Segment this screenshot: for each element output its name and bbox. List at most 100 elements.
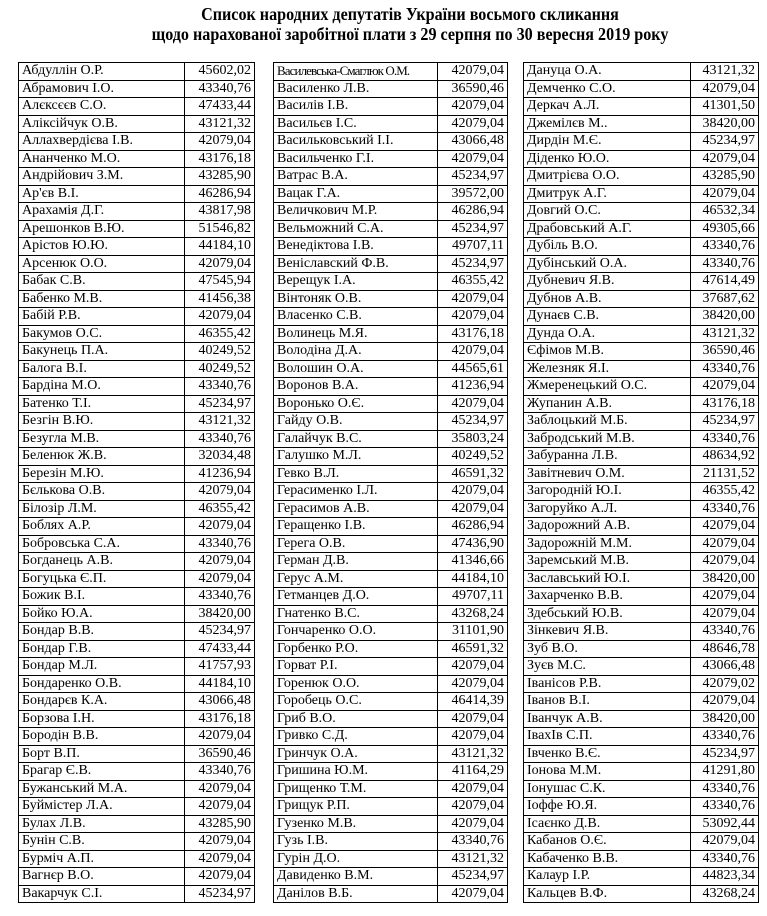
deputy-name: Герасимов А.В. <box>273 499 438 518</box>
salary-amount: 47433,44 <box>184 97 255 116</box>
table-row: Дануца О.А. 43121,32 <box>523 62 759 81</box>
deputy-name: ІвахІв С.П. <box>523 727 691 746</box>
salary-amount: 46532,34 <box>690 202 759 221</box>
salary-amount: 43066,48 <box>437 132 508 151</box>
salary-amount: 48646,78 <box>690 639 759 658</box>
table-row: Герасимов А.В. 42079,04 <box>273 499 508 518</box>
table-row: Гринчук О.А. 43121,32 <box>273 744 508 763</box>
table-row: Єфімов М.В. 36590,46 <box>523 342 759 361</box>
salary-amount: 42079,04 <box>437 149 508 168</box>
salary-amount: 43268,24 <box>690 884 759 903</box>
salary-amount: 45234,97 <box>184 622 255 641</box>
deputy-name: Дубневич Я.В. <box>523 272 691 291</box>
deputy-name: Гришина Ю.М. <box>273 762 438 781</box>
table-row: Герман Д.В. 41346,66 <box>273 552 508 571</box>
salary-amount: 43340,76 <box>690 849 759 868</box>
table-row: Арахамія Д.Г. 43817,98 <box>18 202 255 221</box>
table-row: Жупанин А.В. 43176,18 <box>523 394 759 413</box>
table-row: Зінкевич Я.В. 43340,76 <box>523 622 759 641</box>
table-row: Аліксійчук О.В. 43121,32 <box>18 114 255 133</box>
table-row: Андрійович З.М. 43285,90 <box>18 167 255 186</box>
salary-amount: 43340,76 <box>184 587 255 606</box>
salary-amount: 43340,76 <box>690 429 759 448</box>
salary-amount: 38420,00 <box>184 604 255 623</box>
deputy-name: Гайду О.В. <box>273 412 438 431</box>
salary-amount: 49707,11 <box>437 587 508 606</box>
table-row: Буймістер Л.А. 42079,04 <box>18 797 255 816</box>
deputy-name: Абрамович І.О. <box>18 79 185 98</box>
salary-amount: 42079,04 <box>184 482 255 501</box>
deputy-name: Іванчук А.В. <box>523 709 691 728</box>
salary-amount: 42079,04 <box>690 149 759 168</box>
deputy-name: Гурін Д.О. <box>273 849 438 868</box>
salary-amount: 46591,32 <box>437 639 508 658</box>
salary-amount: 43340,76 <box>184 377 255 396</box>
deputy-name: Бабак С.В. <box>18 272 185 291</box>
table-row: Бондаренко О.В. 44184,10 <box>18 674 255 693</box>
table-row: Бондар В.В. 45234,97 <box>18 622 255 641</box>
table-row: Бондар Г.В. 47433,44 <box>18 639 255 658</box>
deputy-name: Івченко В.Є. <box>523 744 691 763</box>
salary-amount: 45602,02 <box>184 62 255 81</box>
deputy-name: Зуб В.О. <box>523 639 691 658</box>
table-row: Дирдін М.Є. 45234,97 <box>523 132 759 151</box>
deputy-name: Боблях А.Р. <box>18 517 185 536</box>
salary-amount: 44184,10 <box>184 674 255 693</box>
deputy-name: Гнатенко В.С. <box>273 604 438 623</box>
deputy-name: Бондарєв К.А. <box>18 692 185 711</box>
salary-amount: 42079,04 <box>437 674 508 693</box>
deputy-name: Галайчук В.С. <box>273 429 438 448</box>
table-row: Загородній Ю.І. 46355,42 <box>523 482 759 501</box>
table-row: Васильченко Г.І. 42079,04 <box>273 149 508 168</box>
table-row: Арсенюк О.О. 42079,04 <box>18 254 255 273</box>
table-row: Алєксєєв С.О. 47433,44 <box>18 97 255 116</box>
salary-amount: 44823,34 <box>690 867 759 886</box>
salary-amount: 42079,04 <box>437 307 508 326</box>
deputy-name: Бунін С.В. <box>18 832 185 851</box>
salary-amount: 42079,04 <box>437 797 508 816</box>
salary-amount: 42079,04 <box>690 517 759 536</box>
deputy-name: Дунда О.А. <box>523 324 691 343</box>
deputy-name: Аллахвердієва І.В. <box>18 132 185 151</box>
table-row: Воронько О.Є. 42079,04 <box>273 394 508 413</box>
salary-amount: 42079,04 <box>184 254 255 273</box>
table-row: Задорожний А.В. 42079,04 <box>523 517 759 536</box>
table-row: Герасименко І.Л. 42079,04 <box>273 482 508 501</box>
deputy-name: Геращенко І.В. <box>273 517 438 536</box>
salary-amount: 42079,04 <box>437 114 508 133</box>
salary-amount: 49305,66 <box>690 219 759 238</box>
table-row: Гузь І.В. 43340,76 <box>273 832 508 851</box>
salary-amount: 42079,04 <box>184 727 255 746</box>
deputy-name: Задорожний А.В. <box>523 517 691 536</box>
deputy-name: Величкович М.Р. <box>273 202 438 221</box>
deputy-name: Алєксєєв С.О. <box>18 97 185 116</box>
salary-amount: 38420,00 <box>690 307 759 326</box>
salary-amount: 43176,18 <box>184 709 255 728</box>
deputy-name: Галушко М.Л. <box>273 447 438 466</box>
table-row: Івченко В.Є. 45234,97 <box>523 744 759 763</box>
table-row: Дубневич Я.В. 47614,49 <box>523 272 759 291</box>
table-row: Бондарєв К.А. 43066,48 <box>18 692 255 711</box>
table-row: Арешонков В.Ю. 51546,82 <box>18 219 255 238</box>
table-row: Горват Р.І. 42079,04 <box>273 657 508 676</box>
deputy-name: Бойко Ю.А. <box>18 604 185 623</box>
salary-amount: 42079,04 <box>184 832 255 851</box>
salary-amount: 36590,46 <box>184 744 255 763</box>
table-row: Захарченко В.В. 42079,04 <box>523 587 759 606</box>
salary-amount: 38420,00 <box>690 709 759 728</box>
table-row: Вінтоняк О.В. 42079,04 <box>273 289 508 308</box>
deputy-name: Іванісов Р.В. <box>523 674 691 693</box>
salary-amount: 45234,97 <box>437 219 508 238</box>
table-row: Зуб В.О. 48646,78 <box>523 639 759 658</box>
table-row: Задорожній М.М. 42079,04 <box>523 534 759 553</box>
table-row: Бородін В.В. 42079,04 <box>18 727 255 746</box>
deputy-name: Бабенко М.В. <box>18 289 185 308</box>
deputy-name: Воронько О.Є. <box>273 394 438 413</box>
salary-amount: 42079,04 <box>690 79 759 98</box>
table-row: Бобровська С.А. 43340,76 <box>18 534 255 553</box>
table-row: Герега О.В. 47436,90 <box>273 534 508 553</box>
salary-amount: 42079,04 <box>690 377 759 396</box>
salary-amount: 46286,94 <box>437 202 508 221</box>
table-row: Абдуллін О.Р. 45602,02 <box>18 62 255 81</box>
deputy-name: Дмитрієва О.О. <box>523 167 691 186</box>
